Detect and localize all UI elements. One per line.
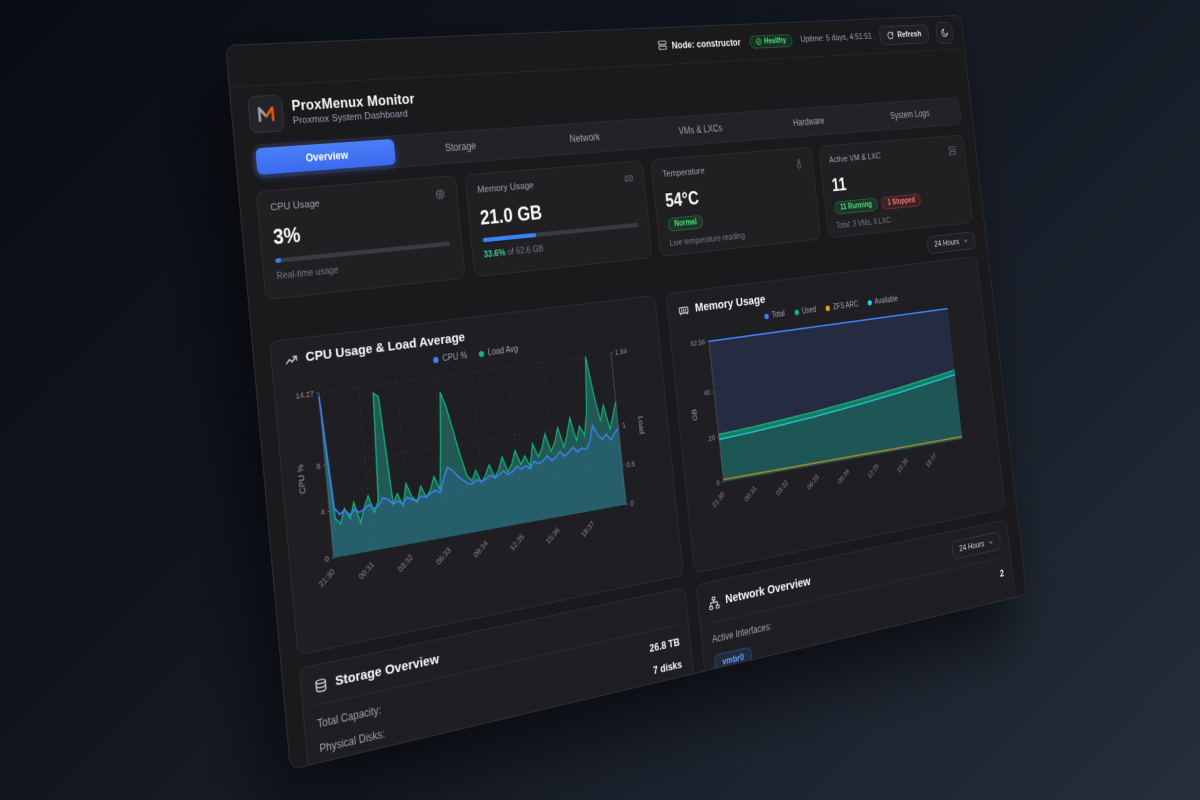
check-circle-icon <box>755 38 762 46</box>
refresh-button[interactable]: Refresh <box>878 24 930 46</box>
legend-dot <box>433 356 440 364</box>
svg-text:21:30: 21:30 <box>711 490 726 509</box>
trending-up-icon <box>284 351 299 368</box>
vm-running-badge: 11 Running <box>833 197 879 215</box>
memory-chart-panel: Memory Usage Total Used ZFS ARC Available 0… <box>665 255 1006 574</box>
legend-dot <box>794 309 800 316</box>
cpu-load-chart: 0 4 8 14.27 0 0.5 1 1.94 21:30 00:31 03:32 06:33 09:… <box>287 336 672 639</box>
app-logo <box>247 94 285 134</box>
svg-text:15:36: 15:36 <box>896 456 910 474</box>
memory-card-title: Memory Usage <box>476 180 535 196</box>
chevron-down-icon <box>988 538 994 547</box>
svg-text:GB: GB <box>690 408 699 421</box>
svg-text:09:34: 09:34 <box>837 467 851 486</box>
temperature-card: Temperature 54°C Normal Live temperature… <box>650 146 821 257</box>
cpu-load-chart-panel: CPU Usage & Load Average CPU % Load Avg 0… <box>269 294 684 656</box>
svg-text:1: 1 <box>622 421 627 430</box>
svg-text:15:36: 15:36 <box>545 525 562 545</box>
hard-drive-icon <box>313 676 328 695</box>
cpu-usage-card: CPU Usage 3% Real-time usage <box>255 175 466 301</box>
svg-text:03:32: 03:32 <box>775 478 790 497</box>
proxmenux-logo-icon <box>255 103 277 125</box>
node-label: Node: constructor <box>671 37 742 52</box>
svg-text:18:37: 18:37 <box>580 519 597 539</box>
svg-text:12:35: 12:35 <box>509 532 526 553</box>
svg-text:12:35: 12:35 <box>866 462 880 480</box>
svg-text:8: 8 <box>316 461 321 471</box>
memory-icon <box>677 302 690 317</box>
svg-text:03:32: 03:32 <box>396 552 415 573</box>
svg-text:Load: Load <box>637 415 646 434</box>
legend-dot <box>478 350 485 358</box>
svg-text:06:33: 06:33 <box>806 473 820 492</box>
vm-stopped-badge: 1 Stopped <box>881 193 922 210</box>
thermometer-icon <box>794 158 804 172</box>
health-badge: Healthy <box>748 33 793 49</box>
legend-dot <box>764 313 769 320</box>
svg-text:0: 0 <box>630 499 635 508</box>
active-vm-card: Active VM & LXC 11 11 Running 1 Stopped … <box>818 134 974 239</box>
svg-text:18:37: 18:37 <box>925 451 938 469</box>
dashboard-window: Node: constructor Healthy Uptime: 5 days… <box>225 15 1027 770</box>
cpu-icon <box>434 188 446 203</box>
memory-icon <box>623 172 634 186</box>
server-icon <box>657 39 668 53</box>
legend-dot <box>867 299 872 306</box>
interface-chip[interactable]: vmbr0 <box>713 646 753 674</box>
svg-text:0.5: 0.5 <box>626 459 636 469</box>
svg-text:21:30: 21:30 <box>317 567 336 589</box>
charts-row: CPU Usage & Load Average CPU % Load Avg 0… <box>252 247 1017 659</box>
svg-text:14.27: 14.27 <box>295 389 315 401</box>
svg-text:1.94: 1.94 <box>615 347 628 357</box>
legend-dot <box>825 305 831 312</box>
chevron-down-icon <box>963 237 969 245</box>
svg-text:4: 4 <box>320 508 325 518</box>
memory-usage-card: Memory Usage 21.0 GB 33.6% of 62.6 GB <box>464 160 653 278</box>
network-time-range-select[interactable]: 24 Hours <box>951 531 1002 560</box>
node-indicator: Node: constructor <box>657 36 741 53</box>
storage-title: Storage Overview <box>334 651 440 690</box>
refresh-icon <box>887 31 895 40</box>
svg-text:0: 0 <box>324 554 329 564</box>
svg-text:40: 40 <box>703 388 711 397</box>
svg-text:00:31: 00:31 <box>743 484 758 503</box>
uptime-text: Uptime: 5 days, 4:51:51 <box>800 31 873 45</box>
memory-chart-title: Memory Usage <box>694 292 766 315</box>
svg-text:00:31: 00:31 <box>357 560 376 582</box>
temperature-card-title: Temperature <box>662 166 706 180</box>
temperature-status-badge: Normal <box>667 214 704 232</box>
svg-text:06:33: 06:33 <box>435 545 453 566</box>
network-icon <box>708 594 721 610</box>
svg-text:20: 20 <box>708 433 716 442</box>
cpu-card-title: CPU Usage <box>270 198 321 214</box>
moon-icon <box>940 28 949 38</box>
memory-chart: 0 20 40 62.56 21:30 00:31 03:32 06:33 09:34 12:35… <box>680 293 995 559</box>
vm-card-title: Active VM & LXC <box>828 151 882 165</box>
svg-text:09:34: 09:34 <box>472 539 490 560</box>
theme-toggle-button[interactable] <box>935 21 954 45</box>
svg-text:62.56: 62.56 <box>690 338 706 348</box>
svg-text:CPU %: CPU % <box>295 464 307 495</box>
svg-text:0: 0 <box>716 479 721 488</box>
servers-icon <box>948 145 957 158</box>
